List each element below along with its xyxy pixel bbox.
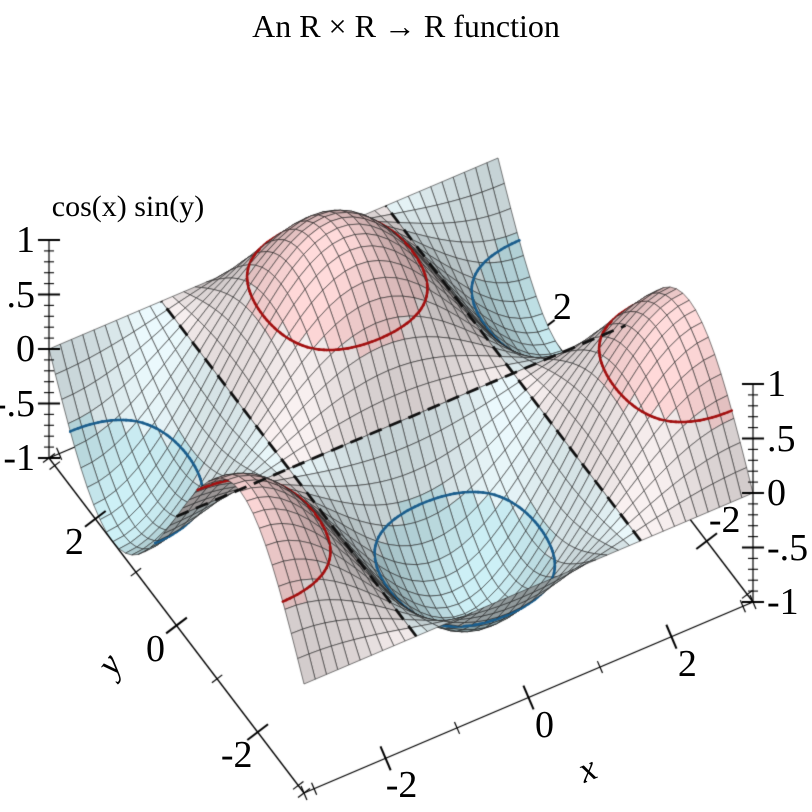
y-tick-label: 2	[64, 520, 84, 563]
plot-title: An R × R → R function	[252, 8, 560, 44]
z-tick-label-left: .5	[6, 273, 36, 316]
z-tick-label-left: 0	[16, 328, 35, 370]
z-tick-label-right: 1	[767, 363, 786, 405]
z-axis-title: cos(x) sin(y)	[51, 190, 205, 223]
y-tick-label: -2	[220, 734, 253, 777]
x-tick-label: -2	[385, 764, 418, 807]
z-tick-label-right: -.5	[767, 526, 809, 569]
z-tick-label-right: .5	[767, 417, 796, 460]
z-tick-label-left: 1	[16, 219, 35, 261]
z-tick-label-left: -.5	[0, 382, 35, 425]
x-tick-label: 0	[535, 703, 554, 746]
y-tick-label: 0	[146, 627, 165, 670]
z-tick-label-left: -1	[3, 437, 35, 479]
x-tick-label: 2	[677, 642, 697, 685]
rear-y-tick-label: 2	[552, 285, 572, 328]
rear-y-tick-label: -2	[708, 499, 741, 542]
z-tick-label-right: 0	[767, 472, 786, 514]
z-tick-label-right: -1	[767, 581, 799, 623]
